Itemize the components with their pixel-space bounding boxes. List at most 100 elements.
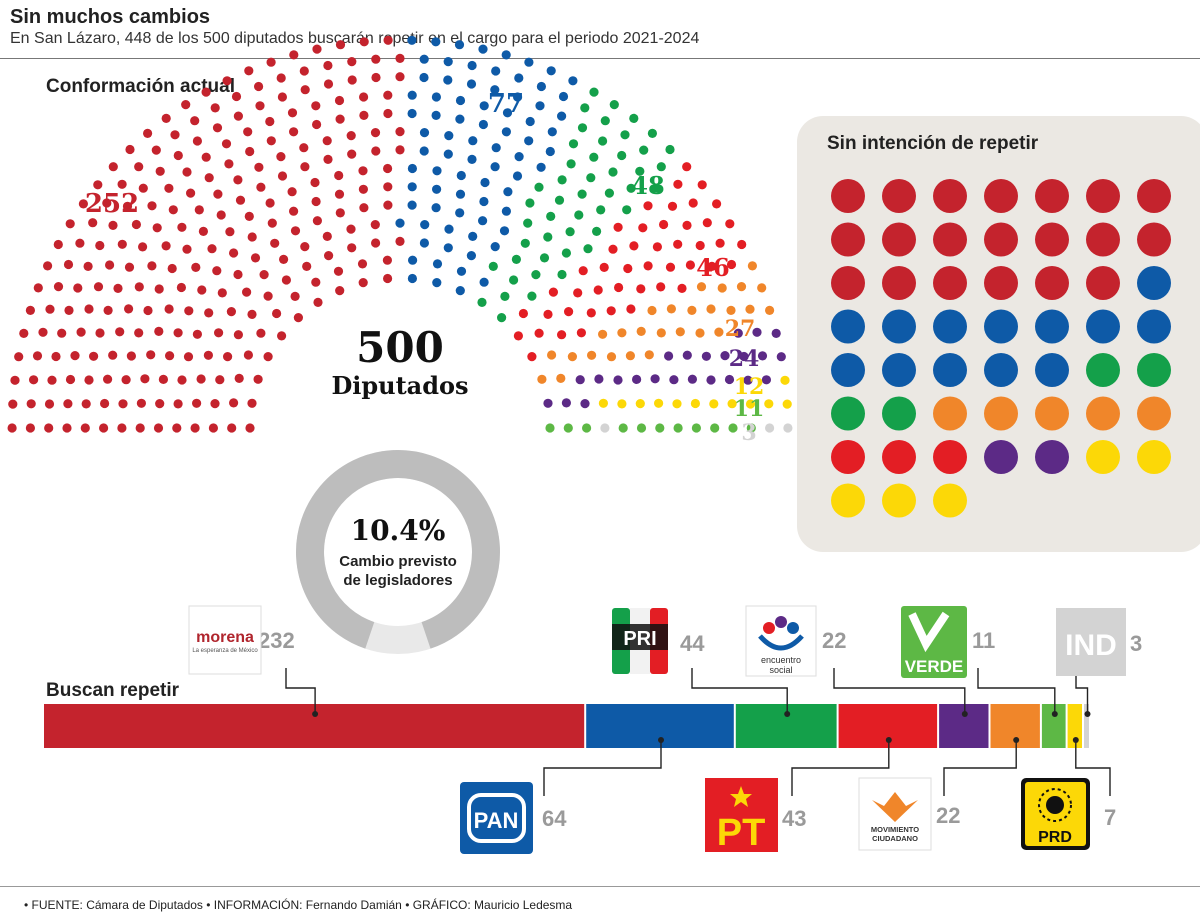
seat-dot-pt — [695, 240, 705, 251]
seat-dot-morena — [147, 261, 157, 271]
seat-dot-pan — [524, 136, 534, 146]
seat-dot-pan — [466, 251, 476, 261]
seat-dot-pt — [685, 260, 696, 270]
seat-dot-morena — [203, 350, 213, 360]
seat-dot-morena — [103, 374, 113, 384]
seat-dot-pri — [539, 253, 550, 263]
seat-dot-pan — [419, 54, 429, 64]
seat-dot-morena — [25, 423, 35, 433]
seat-dot-pt — [534, 328, 544, 338]
seat-dot-pes — [776, 352, 786, 362]
seat-dot-morena — [134, 328, 144, 338]
seat-dot-pes — [761, 375, 772, 385]
no-repeat-dot — [831, 222, 865, 257]
seat-dot-morena — [245, 423, 255, 433]
seat-dot-morena — [383, 108, 393, 119]
no-repeat-dot — [984, 353, 1018, 387]
seat-dot-morena — [300, 242, 310, 252]
seat-dot-pan — [444, 131, 454, 141]
seat-dot-morena — [10, 375, 20, 385]
seat-dot-morena — [370, 220, 380, 230]
seat-dot-morena — [32, 351, 43, 361]
seat-dot-pt — [643, 261, 653, 271]
seat-dot-morena — [183, 352, 194, 362]
seat-dot-morena — [247, 232, 257, 242]
seat-dot-morena — [395, 145, 405, 155]
seat-dot-morena — [44, 399, 55, 409]
seat-dot-pt — [677, 283, 687, 293]
seat-dot-morena — [276, 73, 286, 83]
seat-dot-morena — [204, 173, 214, 183]
seat-dot-pan — [501, 50, 511, 60]
seat-dot-morena — [196, 374, 206, 384]
seat-dot-pan — [455, 189, 466, 199]
no-repeat-dot — [933, 266, 967, 300]
seat-dot-pan — [432, 259, 443, 269]
no-repeat-dot — [1086, 396, 1120, 431]
seat-dot-pt — [665, 262, 676, 272]
seat-dot-pes — [771, 328, 781, 338]
section-title-repeat: Buscan repetir — [46, 680, 180, 701]
center-total-label: Diputados — [331, 371, 468, 400]
seat-dot-morena — [247, 309, 257, 319]
no-repeat-dot — [984, 222, 1018, 257]
seat-dot-morena — [28, 375, 39, 385]
seat-dot-prd — [617, 399, 627, 409]
seat-dot-pri — [534, 182, 544, 192]
seat-dot-morena — [281, 275, 291, 285]
seat-dot-morena — [276, 152, 286, 162]
seat-dot-pan — [514, 152, 524, 162]
seat-dot-morena — [272, 308, 282, 319]
pan-logo-text: PAN — [474, 808, 519, 833]
seat-dot-mc — [736, 282, 747, 292]
seat-dot-morena — [51, 351, 61, 362]
seat-dot-morena — [371, 238, 381, 248]
seat-dot-pri — [583, 244, 593, 254]
seat-dot-pvem — [618, 423, 628, 433]
seat-dot-pes — [733, 328, 743, 338]
seat-dot-morena — [244, 66, 254, 76]
seat-dot-morena — [173, 399, 183, 409]
seat-dot-pt — [614, 282, 624, 293]
seat-dot-pan — [478, 44, 488, 54]
seat-dot-morena — [124, 304, 134, 314]
seat-dot-pt — [643, 201, 653, 211]
seat-dot-morena — [243, 350, 253, 360]
seat-dot-morena — [117, 423, 127, 433]
seat-dot-morena — [33, 283, 43, 293]
seat-dot-pri — [580, 103, 590, 113]
seat-dot-pt — [688, 198, 698, 208]
seat-dot-pan — [407, 35, 417, 45]
hemicycle-chart — [7, 35, 793, 433]
pri-logo: PRI — [609, 606, 671, 676]
seat-dot-pan — [501, 206, 511, 216]
seat-dot-pan — [407, 108, 417, 119]
leader-dot-pan — [658, 737, 664, 743]
seat-dot-morena — [197, 285, 207, 295]
seat-dot-pt — [513, 331, 524, 341]
header-divider — [0, 58, 1200, 59]
seat-dot-morena — [370, 128, 381, 138]
seat-dot-morena — [154, 326, 164, 336]
leader-dot-pt — [885, 737, 892, 743]
seat-dot-pan — [502, 108, 513, 118]
seat-dot-pes — [669, 375, 679, 385]
seat-dot-pan — [407, 200, 417, 210]
no-repeat-dot — [1086, 179, 1120, 213]
seat-dot-morena — [229, 248, 239, 258]
seat-dot-pri — [665, 144, 675, 155]
seat-dot-morena — [184, 306, 194, 316]
seat-dot-pan — [420, 220, 430, 230]
seat-dot-morena — [165, 351, 175, 361]
bar-segment-pes — [939, 704, 989, 748]
seat-dot-morena — [383, 163, 393, 174]
seat-dot-pt — [626, 304, 636, 314]
no-repeat-dot — [933, 309, 967, 344]
no-repeat-dot — [882, 483, 916, 518]
seat-dot-pt — [656, 282, 666, 292]
leader-dot-pri — [784, 711, 791, 717]
seat-dot-prd — [672, 399, 682, 409]
seat-dot-morena — [95, 240, 105, 251]
seat-dot-mc — [625, 351, 636, 361]
seat-dot-morena — [289, 50, 299, 60]
